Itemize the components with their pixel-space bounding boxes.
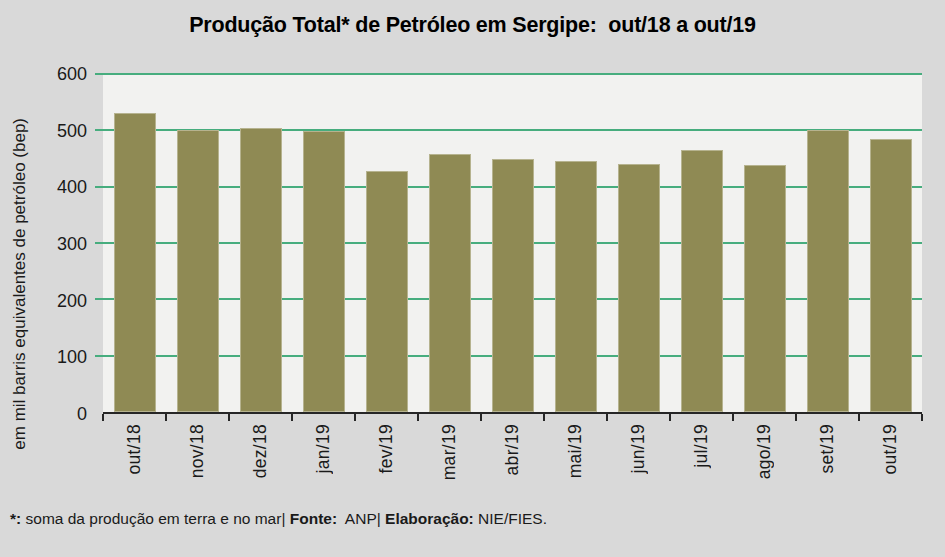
- x-label-cell-ago/19: ago/19: [733, 424, 796, 516]
- x-label-cell-mai/19: mai/19: [544, 424, 607, 516]
- footnote-fonte-label: Fonte:: [290, 510, 337, 527]
- chart-canvas: Produção Total* de Petróleo em Sergipe: …: [0, 0, 945, 557]
- x-axis-label-jan/19: jan/19: [313, 424, 334, 473]
- footnote-asterisk: *:: [10, 510, 21, 527]
- bar-jun/19: [618, 164, 660, 412]
- x-tick-13: [921, 414, 923, 421]
- y-axis-label-400: 400: [57, 177, 87, 198]
- y-axis-label-300: 300: [57, 234, 87, 255]
- x-axis-label-fev/19: fev/19: [376, 424, 397, 473]
- bar-jul/19: [681, 150, 723, 412]
- y-tick-300: [95, 242, 103, 244]
- bar-jan/19: [303, 131, 345, 412]
- x-label-cell-out/18: out/18: [103, 424, 166, 516]
- y-tick-600: [95, 73, 103, 75]
- x-tick-12: [858, 414, 860, 421]
- x-axis-labels: out/18 nov/18 dez/18 jan/19 fev/19 mar/19 abr/…: [103, 424, 922, 516]
- bar-out/19: [870, 139, 912, 412]
- bar-mai/19: [555, 161, 597, 412]
- x-axis-label-jun/19: jun/19: [628, 424, 649, 473]
- y-axis-label-500: 500: [57, 120, 87, 141]
- y-tick-400: [95, 186, 103, 188]
- footnote-text1: soma da produção em terra e no mar|: [21, 510, 290, 527]
- x-tick-3: [291, 414, 293, 421]
- x-tick-8: [606, 414, 608, 421]
- bar-series: [103, 74, 922, 412]
- x-label-cell-nov/18: nov/18: [166, 424, 229, 516]
- x-axis-label-abr/19: abr/19: [502, 424, 523, 475]
- x-tick-11: [795, 414, 797, 421]
- bar-fev/19: [366, 171, 408, 412]
- x-axis-ticks: [103, 414, 922, 421]
- x-axis-label-mai/19: mai/19: [565, 424, 586, 478]
- x-tick-5: [417, 414, 419, 421]
- x-label-cell-fev/19: fev/19: [355, 424, 418, 516]
- x-tick-9: [669, 414, 671, 421]
- x-axis-label-mar/19: mar/19: [439, 424, 460, 480]
- x-tick-0: [102, 414, 104, 421]
- x-tick-4: [354, 414, 356, 421]
- chart-title: Produção Total* de Petróleo em Sergipe: …: [0, 13, 945, 38]
- bar-mar/19: [429, 154, 471, 412]
- y-tick-100: [95, 355, 103, 357]
- bar-nov/18: [177, 130, 219, 412]
- y-axis-label-200: 200: [57, 290, 87, 311]
- x-axis-label-dez/18: dez/18: [250, 424, 271, 478]
- x-label-cell-jun/19: jun/19: [607, 424, 670, 516]
- x-label-cell-jul/19: jul/19: [670, 424, 733, 516]
- x-label-cell-jan/19: jan/19: [292, 424, 355, 516]
- y-axis-label-0: 0: [77, 404, 87, 425]
- x-axis-label-set/19: set/19: [817, 424, 838, 473]
- x-tick-10: [732, 414, 734, 421]
- x-label-cell-dez/18: dez/18: [229, 424, 292, 516]
- plot-area: [103, 74, 922, 414]
- y-tick-200: [95, 298, 103, 300]
- x-label-cell-out/19: out/19: [859, 424, 922, 516]
- y-tick-500: [95, 129, 103, 131]
- x-tick-6: [480, 414, 482, 421]
- footnote: *: soma da produção em terra e no mar| F…: [10, 510, 547, 528]
- x-axis-label-out/18: out/18: [124, 424, 145, 474]
- x-tick-7: [543, 414, 545, 421]
- footnote-text2: ANP|: [337, 510, 385, 527]
- y-axis-label-600: 600: [57, 64, 87, 85]
- x-axis-label-jul/19: jul/19: [691, 424, 712, 468]
- footnote-text3: NIE/FIES.: [474, 510, 547, 527]
- bar-out/18: [114, 113, 156, 412]
- x-label-cell-abr/19: abr/19: [481, 424, 544, 516]
- x-label-cell-set/19: set/19: [796, 424, 859, 516]
- x-label-cell-mar/19: mar/19: [418, 424, 481, 516]
- x-axis-label-out/19: out/19: [880, 424, 901, 474]
- bar-dez/18: [240, 128, 282, 412]
- bar-abr/19: [492, 159, 534, 413]
- x-axis-label-ago/19: ago/19: [754, 424, 775, 479]
- bar-set/19: [807, 130, 849, 412]
- x-tick-2: [228, 414, 230, 421]
- x-tick-1: [165, 414, 167, 421]
- footnote-elaboracao-label: Elaboração:: [385, 510, 474, 527]
- y-axis-label-100: 100: [57, 347, 87, 368]
- x-axis-label-nov/18: nov/18: [187, 424, 208, 478]
- bar-ago/19: [744, 165, 786, 412]
- y-axis-labels: 0100200300400500600: [0, 74, 95, 414]
